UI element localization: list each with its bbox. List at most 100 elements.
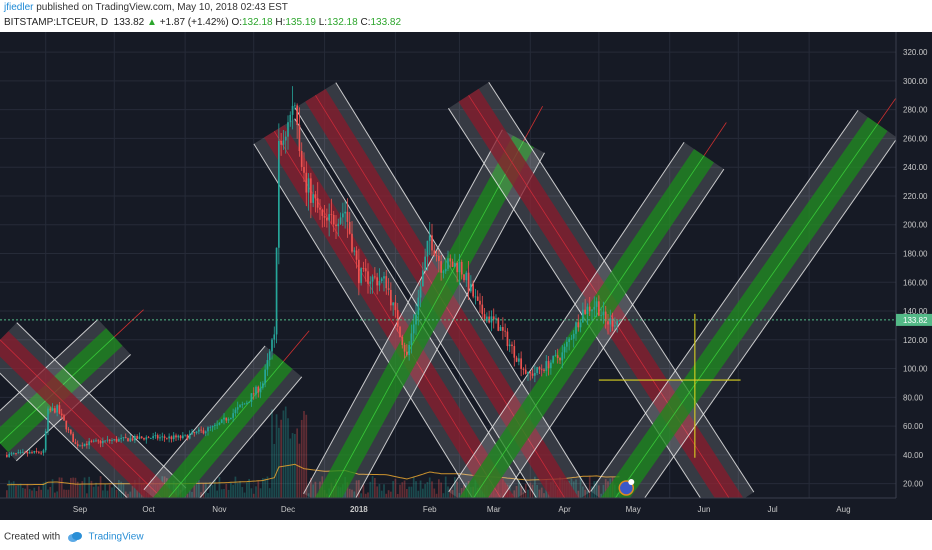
channel-border — [16, 322, 187, 489]
close-value: 133.82 — [370, 17, 402, 28]
volume-bar — [49, 486, 52, 498]
volume-bar — [198, 480, 200, 498]
volume-bar — [65, 489, 68, 498]
volume-bar — [415, 481, 417, 498]
candle-body — [40, 452, 42, 454]
candle-body — [479, 300, 481, 305]
candle-body — [81, 445, 84, 447]
channel-extension — [734, 505, 756, 520]
y-tick-label: 40.00 — [903, 451, 924, 460]
volume-bar — [6, 490, 8, 498]
y-tick-label: 120.00 — [903, 336, 928, 345]
author-link[interactable]: jfiedler — [4, 2, 34, 13]
volume-bar — [403, 480, 406, 498]
volume-bar — [412, 477, 415, 498]
volume-bar — [223, 489, 225, 498]
candle-body — [314, 194, 317, 199]
candle-body — [211, 425, 214, 428]
volume-bar — [367, 492, 369, 498]
candle-body — [328, 214, 330, 221]
channel-extension — [877, 97, 896, 125]
plot-area — [0, 81, 896, 520]
volume-bar — [216, 490, 218, 498]
volume-bar — [218, 476, 221, 498]
volume-bar — [230, 482, 232, 498]
candle-body — [556, 355, 559, 358]
candle-body — [321, 209, 324, 216]
candle-body — [433, 250, 436, 256]
volume-bar — [129, 491, 132, 498]
candle-body — [508, 344, 511, 347]
candle-body — [92, 440, 95, 442]
candle-body — [600, 315, 602, 317]
candle-body — [568, 338, 570, 342]
volume-bar — [442, 493, 445, 498]
tradingview-brand[interactable]: TradingView — [88, 531, 144, 543]
volume-bar — [122, 483, 125, 498]
candle-body — [358, 259, 360, 284]
volume-bar — [369, 481, 372, 498]
candle-body — [390, 289, 392, 306]
price-chart[interactable]: 20.00 40.00 60.00 80.00 100.00 120.00 140.00 16… — [0, 32, 932, 520]
candle-body — [515, 357, 518, 362]
channel-border — [303, 129, 503, 494]
tradingview-logo-icon — [67, 532, 82, 542]
volume-bar — [97, 486, 100, 498]
candle-body — [435, 255, 438, 257]
volume-bar — [305, 414, 308, 498]
candle-body — [577, 322, 580, 328]
volume-bar — [225, 483, 228, 498]
candle-body — [611, 318, 614, 327]
candle-body — [198, 429, 200, 432]
volume-bar — [264, 478, 266, 498]
volume-bar — [227, 489, 230, 498]
volume-bar — [8, 480, 10, 498]
candle-body — [12, 453, 15, 454]
candle-body — [74, 442, 77, 445]
candle-body — [79, 445, 81, 447]
candle-body — [499, 327, 502, 331]
volume-bar — [440, 482, 442, 498]
candle-body — [156, 435, 159, 439]
volume-bar — [51, 479, 54, 498]
candle-body — [481, 304, 484, 315]
volume-bar — [534, 476, 536, 498]
candle-body — [124, 437, 127, 439]
volume-bar — [371, 476, 374, 498]
volume-bar — [17, 484, 20, 498]
channel-border — [644, 138, 896, 498]
volume-bar — [383, 484, 385, 498]
candle-body — [175, 435, 177, 438]
volume-bar — [232, 484, 234, 498]
candle-body — [319, 207, 321, 210]
candle-body — [246, 402, 248, 404]
candle-body — [152, 436, 154, 439]
candle-body — [355, 250, 358, 260]
volume-bar — [515, 485, 518, 498]
volume-bar — [303, 411, 305, 498]
candle-body — [236, 407, 239, 410]
volume-bar — [42, 482, 45, 498]
candle-body — [593, 306, 596, 310]
volume-bar — [449, 488, 452, 498]
y-tick-label: 240.00 — [903, 163, 928, 172]
candle-body — [449, 258, 452, 262]
candle-body — [518, 358, 520, 362]
volume-bar — [273, 443, 276, 498]
candle-body — [179, 435, 182, 439]
candle-body — [35, 450, 38, 452]
candle-body — [330, 214, 333, 215]
volume-bar — [358, 480, 360, 498]
candle-body — [442, 271, 445, 273]
chart-area[interactable]: 20.00 40.00 60.00 80.00 100.00 120.00 140.00 16… — [0, 32, 932, 520]
candle-body — [550, 362, 552, 369]
x-tick-label: Jul — [767, 505, 777, 514]
candle-body — [271, 339, 273, 352]
candle-body — [223, 417, 225, 420]
candle-body — [136, 435, 138, 439]
volume-bar — [95, 482, 97, 498]
volume-bar — [593, 481, 596, 498]
volume-bar — [591, 486, 593, 498]
volume-bar — [278, 427, 280, 498]
volume-bar — [291, 433, 294, 498]
